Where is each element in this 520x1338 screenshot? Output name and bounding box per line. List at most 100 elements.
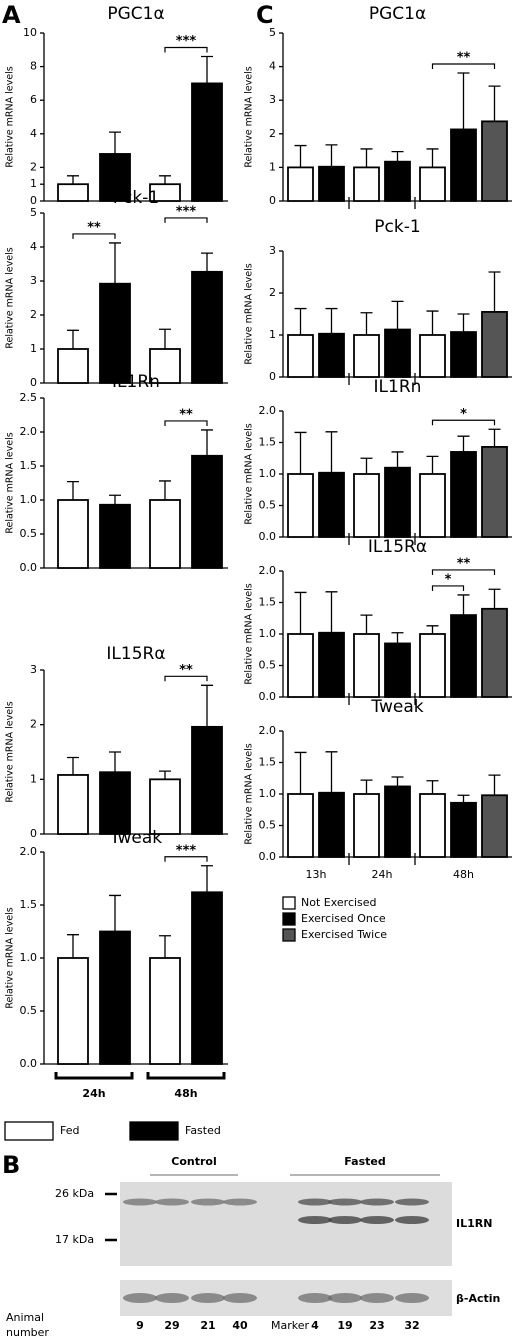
significance-label: ** [457,50,471,65]
error-bar [360,148,373,168]
error-bar [457,594,470,616]
blot-membrane [120,1182,452,1266]
error-bar [109,751,121,773]
band [395,1293,429,1303]
row-label: Animal [6,1311,44,1324]
chart-title: Pck-1 [374,217,420,237]
panel-letter: C [256,1,274,29]
bar [287,793,314,858]
legend-swatch [4,1121,54,1141]
bar [57,348,89,384]
error-bar [201,684,213,727]
bar [149,183,181,202]
error-bar [325,307,338,334]
y-tick-label: 0.0 [259,850,277,863]
y-tick-label: 0.0 [259,530,277,543]
y-tick-label: 3 [269,93,276,106]
error-bar [457,435,470,452]
error-bar [391,150,404,162]
legend-swatch [129,1121,179,1141]
y-axis-label: Relative mRNA levels [5,701,16,802]
y-tick-label: 2 [269,127,276,140]
error-bar [67,175,79,185]
significance-label: ** [457,556,471,571]
y-tick-label: 2.0 [20,425,38,438]
significance-label: ** [179,407,193,422]
y-axis-label: Relative mRNA levels [244,583,255,684]
y-tick-label: 1.5 [259,436,277,449]
marker-label: 17 kDa [55,1233,94,1246]
y-tick-label: 2.0 [259,404,277,417]
error-bar [488,774,501,796]
y-tick-label: 1 [30,342,37,355]
error-bar [325,144,338,167]
error-bar [488,588,501,609]
x-tick-label: 24h [82,1087,105,1100]
band [395,1198,429,1206]
bar [450,451,477,538]
panel-letter: A [2,1,21,29]
bar [481,794,508,858]
bar [57,957,89,1065]
chart-title: PGC1α [369,4,426,24]
band [328,1216,362,1224]
significance-bracket [164,675,208,682]
y-tick-label: 0 [269,194,276,207]
bar [481,120,508,202]
bar [287,166,314,202]
y-tick-label: 1.5 [259,596,277,609]
error-bar [391,451,404,468]
legend-swatch [282,928,296,942]
band [360,1216,394,1224]
lane-label: 4 [311,1319,319,1332]
error-bar [201,865,213,893]
error-bar [391,632,404,644]
error-bar [426,780,439,794]
y-tick-label: 0.0 [259,690,277,703]
chart-title: IL15Rα [106,644,165,664]
y-tick-label: 1.0 [20,493,38,506]
y-tick-label: 1.0 [259,627,277,640]
chart-title: IL15Rα [368,537,427,557]
bar [318,631,345,698]
error-bar [325,751,338,793]
y-axis-label: Relative mRNA levels [5,907,16,1008]
y-tick-label: 0 [30,827,37,840]
y-tick-label: 0.0 [20,561,38,574]
bar [191,891,223,1065]
bar [450,801,477,858]
bar [384,785,411,858]
significance-bracket [164,420,208,426]
y-tick-label: 3 [30,663,37,676]
band [123,1293,157,1303]
bar [353,473,380,538]
bar [450,614,477,698]
significance-label: * [460,407,467,422]
error-bar [294,591,307,634]
lane-label: Marker [271,1319,309,1332]
group-bracket [146,1072,226,1080]
x-tick-label: 48h [453,868,474,881]
error-bar [457,794,470,803]
panel-letter: B [2,1151,20,1179]
error-bar [391,300,404,330]
error-bar [159,175,171,185]
chart-title: Tweak [370,697,423,717]
band [223,1293,257,1303]
significance-bracket [72,233,116,239]
bands [123,1198,429,1303]
bar [353,793,380,858]
y-tick-label: 1.5 [20,898,38,911]
bar [149,778,181,835]
y-tick-label: 5 [30,206,37,219]
error-bar [426,310,439,335]
bar [384,642,411,698]
y-tick-label: 1.0 [259,787,277,800]
error-bar [201,55,213,84]
band [123,1198,157,1206]
legend-swatch [282,912,296,926]
bar [287,473,314,538]
y-tick-label: 1.5 [259,756,277,769]
significance-label: *** [176,204,197,219]
band [191,1293,225,1303]
